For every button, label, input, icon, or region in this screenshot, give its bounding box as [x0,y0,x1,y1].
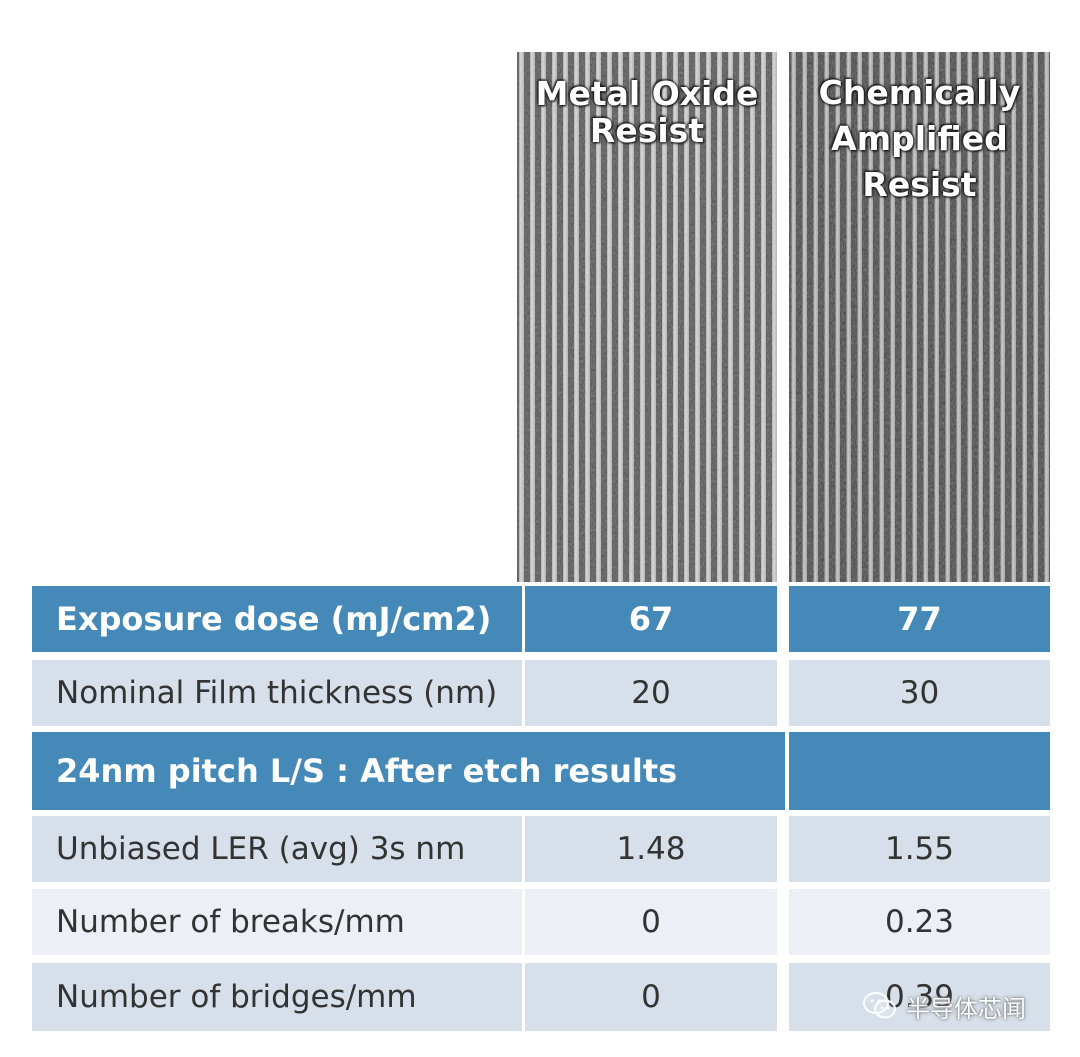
row-label: Unbiased LER (avg) 3s nm [32,816,522,882]
wechat-icon [862,991,897,1019]
value-chemically-amplified: 1.55 [789,816,1050,882]
value-metal-oxide: 0 [525,963,777,1031]
sem-label-metal-oxide-resist: Metal Oxide Resist [535,74,759,150]
value-metal-oxide: 67 [525,586,777,652]
table-row-breaks: Number of breaks/mm 0 0.23 [32,889,1050,955]
table-row-exposure-dose: Exposure dose (mJ/cm2) 67 77 [32,586,1050,652]
value-metal-oxide: 1.48 [525,816,777,882]
row-label: Number of bridges/mm [32,963,522,1031]
line-space-pattern-mor [517,52,777,582]
table-row-film-thickness: Nominal Film thickness (nm) 20 30 [32,660,1050,726]
watermark-text: 半导体芯闻 [906,994,1026,1023]
table-row-ler: Unbiased LER (avg) 3s nm 1.48 1.55 [32,816,1050,882]
value-chemically-amplified: 0.39 [789,963,1050,1031]
table-section-header: 24nm pitch L/S : After etch results [32,732,1050,810]
value-chemically-amplified: 30 [789,660,1050,726]
sem-label-chemically-amplified-resist: Chemically Amplified Resist [818,73,1021,205]
section-empty-cell [789,732,1050,810]
table-row-bridges: Number of bridges/mm 0 0.39 [32,963,1050,1031]
sem-image-metal-oxide-resist: Metal Oxide Resist [517,52,777,582]
watermark: 半导体芯闻 [862,986,1026,1026]
line-space-pattern-car [789,52,1050,582]
value-chemically-amplified: 0.23 [789,889,1050,955]
value-metal-oxide: 20 [525,660,777,726]
sem-image-chemically-amplified-resist: Chemically Amplified Resist [789,52,1050,582]
value-metal-oxide: 0 [525,889,777,955]
row-label: Nominal Film thickness (nm) [32,660,522,726]
row-label: Exposure dose (mJ/cm2) [32,586,522,652]
section-label: 24nm pitch L/S : After etch results [32,732,785,810]
row-label: Number of breaks/mm [32,889,522,955]
value-chemically-amplified: 77 [789,586,1050,652]
